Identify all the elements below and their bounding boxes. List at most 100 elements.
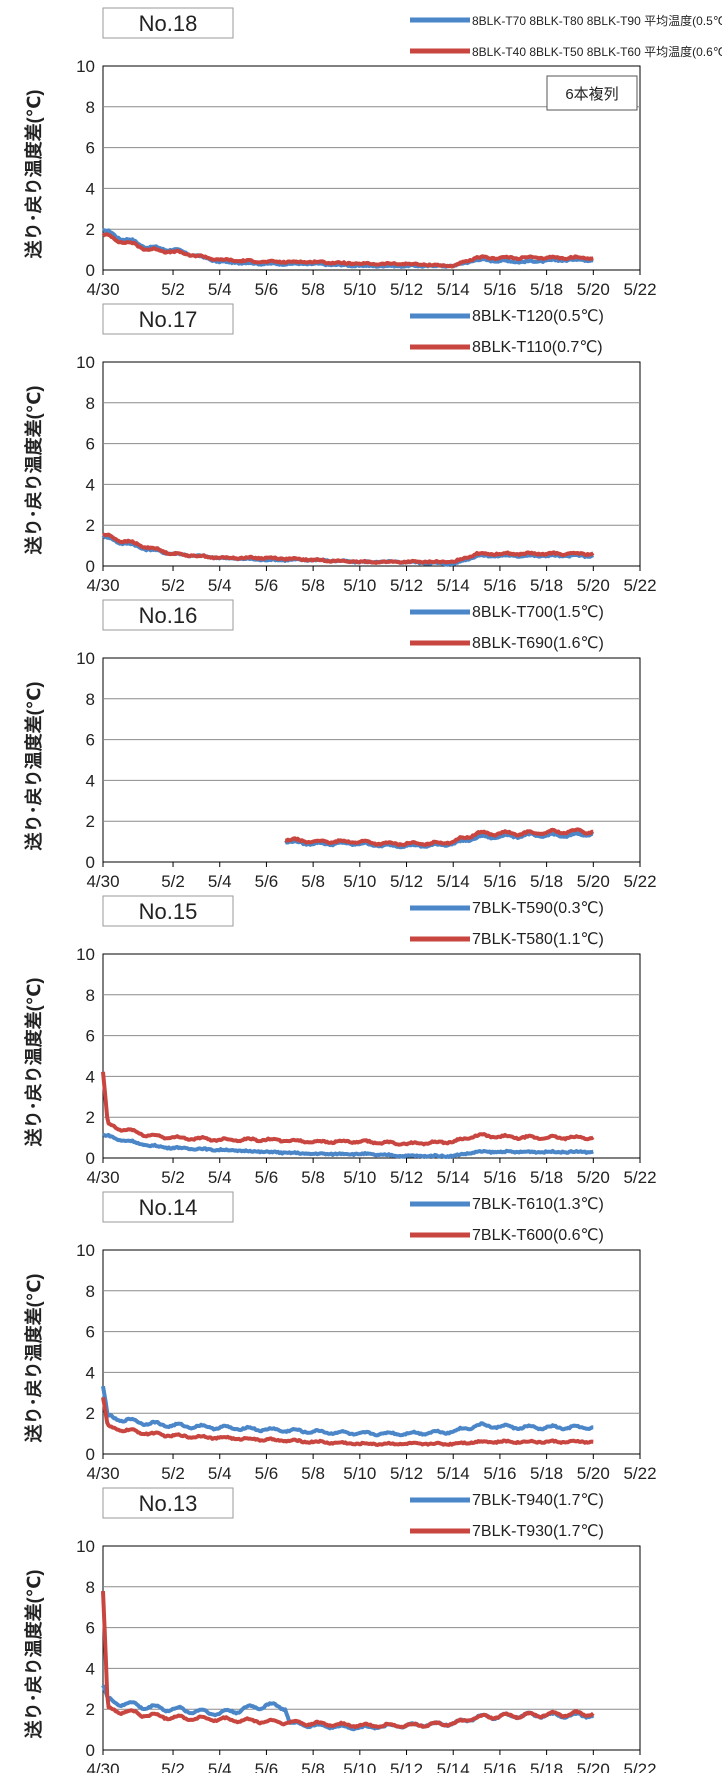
chart-panel-6: No.13 7BLK-T940(1.7℃) 7BLK-T930(1.7℃) 0 2 4 6 8…: [23, 1487, 657, 1773]
x-tick-label: 5/16: [483, 280, 516, 299]
svg-text:8BLK-T40 8BLK-T50 8BLK-T60 平均温: 8BLK-T40 8BLK-T50 8BLK-T60 平均温度(0.6℃): [472, 44, 722, 59]
x-tick-label: 5/12: [390, 1168, 423, 1187]
series-line-2: [101, 1397, 594, 1447]
x-tick-label: 5/22: [623, 576, 656, 595]
y-axis-label: 送り･戻り温度差(℃): [23, 386, 44, 556]
chart-panel-1: No.18 8BLK-T70 8BLK-T80 8BLK-T90 平均温度(0.5…: [23, 7, 722, 299]
x-tick-label: 5/14: [437, 576, 470, 595]
x-tick-label: 5/6: [255, 872, 279, 891]
y-tick-label: 4: [86, 179, 95, 198]
y-tick-label: 6: [86, 731, 95, 750]
plot-area: [102, 953, 641, 1159]
x-tick-label: 5/6: [255, 1168, 279, 1187]
x-tick-label: 5/20: [577, 280, 610, 299]
x-tick-label: 5/10: [343, 872, 376, 891]
y-tick-label: 10: [76, 945, 95, 964]
y-tick-label: 4: [86, 771, 95, 790]
x-tick-label: 5/22: [623, 1760, 656, 1773]
y-tick-label: 0: [86, 1741, 95, 1760]
y-tick-label: 10: [76, 1241, 95, 1260]
svg-text:8BLK-T110(0.7℃): 8BLK-T110(0.7℃): [472, 339, 603, 356]
chart-panel-4: No.15 7BLK-T590(0.3℃) 7BLK-T580(1.1℃) 0 2 4 6 8…: [23, 895, 657, 1187]
y-tick-label: 10: [76, 57, 95, 76]
x-tick-label: 5/2: [161, 1760, 185, 1773]
svg-text:8BLK-T700(1.5℃): 8BLK-T700(1.5℃): [472, 604, 604, 621]
y-axis-label: 送り･戻り温度差(℃): [23, 1274, 44, 1444]
svg-text:8BLK-T70 8BLK-T80 8BLK-T90 平均温: 8BLK-T70 8BLK-T80 8BLK-T90 平均温度(0.5℃): [472, 13, 722, 28]
chart-panel-2: No.17 8BLK-T120(0.5℃) 8BLK-T110(0.7℃) 0 2 4 6 8…: [23, 303, 657, 595]
x-tick-label: 5/16: [483, 576, 516, 595]
x-tick-label: 5/10: [343, 1168, 376, 1187]
y-tick-label: 2: [86, 516, 95, 535]
x-tick-label: 5/12: [390, 1464, 423, 1483]
x-tick-label: 5/22: [623, 1168, 656, 1187]
chart-title: No.14: [102, 1191, 234, 1223]
x-tick-label: 4/30: [86, 1168, 119, 1187]
y-tick-label: 10: [76, 649, 95, 668]
series-line-1: [101, 1385, 594, 1438]
x-tick-label: 5/4: [208, 576, 232, 595]
x-tick-label: 5/20: [577, 576, 610, 595]
x-tick-label: 5/6: [255, 1760, 279, 1773]
x-tick-label: 5/18: [530, 1760, 563, 1773]
x-tick-label: 5/2: [161, 280, 185, 299]
svg-text:6本複列: 6本複列: [565, 86, 618, 103]
x-tick-label: 4/30: [86, 1464, 119, 1483]
series-line-2: [101, 1591, 595, 1730]
x-tick-label: 5/14: [437, 1464, 470, 1483]
chart-panel-3: No.16 8BLK-T700(1.5℃) 8BLK-T690(1.6℃) 0 2 4 6 8…: [23, 599, 657, 891]
svg-text:No.16: No.16: [139, 603, 198, 628]
x-tick-label: 5/10: [343, 280, 376, 299]
x-tick-label: 5/22: [623, 280, 656, 299]
x-tick-label: 5/4: [208, 280, 232, 299]
x-tick-label: 5/14: [437, 1760, 470, 1773]
x-tick-label: 5/8: [301, 872, 325, 891]
x-tick-label: 5/10: [343, 576, 376, 595]
x-tick-label: 5/22: [623, 872, 656, 891]
y-tick-label: 6: [86, 1619, 95, 1638]
x-tick-label: 5/10: [343, 1760, 376, 1773]
y-tick-label: 2: [86, 220, 95, 239]
svg-text:7BLK-T610(1.3℃): 7BLK-T610(1.3℃): [472, 1196, 604, 1213]
x-tick-label: 5/20: [577, 1168, 610, 1187]
x-tick-label: 5/6: [255, 576, 279, 595]
x-tick-label: 5/16: [483, 1464, 516, 1483]
plot-area: [102, 657, 641, 863]
legend-entry-2: 7BLK-T600(0.6℃): [410, 1227, 604, 1244]
x-tick-label: 5/12: [390, 280, 423, 299]
x-tick-label: 5/2: [161, 576, 185, 595]
y-tick-label: 6: [86, 139, 95, 158]
x-tick-label: 5/12: [390, 1760, 423, 1773]
svg-text:No.18: No.18: [139, 11, 198, 36]
y-tick-label: 4: [86, 1067, 95, 1086]
x-tick-label: 5/18: [530, 872, 563, 891]
y-tick-label: 8: [86, 986, 95, 1005]
legend-entry-1: 7BLK-T610(1.3℃): [410, 1196, 604, 1213]
svg-text:No.13: No.13: [139, 1491, 198, 1516]
series-line-2: [284, 827, 594, 848]
x-tick-label: 5/4: [208, 872, 232, 891]
chart-panel-5: No.14 7BLK-T610(1.3℃) 7BLK-T600(0.6℃) 0 2 4 6 8…: [23, 1191, 657, 1483]
y-axis-label: 送り･戻り温度差(℃): [23, 978, 44, 1148]
x-tick-label: 5/8: [301, 576, 325, 595]
x-tick-label: 5/20: [577, 872, 610, 891]
y-tick-label: 4: [86, 1659, 95, 1678]
y-tick-label: 2: [86, 1404, 95, 1423]
y-tick-label: 0: [86, 853, 95, 872]
x-tick-label: 5/2: [161, 1168, 185, 1187]
chart-title: No.15: [102, 895, 234, 927]
y-tick-label: 2: [86, 1108, 95, 1127]
series-line-2: [101, 1071, 595, 1147]
x-tick-label: 4/30: [86, 576, 119, 595]
x-tick-label: 4/30: [86, 1760, 119, 1773]
x-tick-label: 5/18: [530, 576, 563, 595]
x-tick-label: 5/2: [161, 872, 185, 891]
legend-entry-2: 8BLK-T690(1.6℃): [410, 635, 604, 652]
x-tick-label: 5/2: [161, 1464, 185, 1483]
svg-text:8BLK-T120(0.5℃): 8BLK-T120(0.5℃): [472, 308, 604, 325]
chart-annotation: 6本複列: [546, 75, 638, 111]
legend-entry-1: 8BLK-T70 8BLK-T80 8BLK-T90 平均温度(0.5℃): [410, 13, 722, 28]
legend-entry-1: 8BLK-T120(0.5℃): [410, 308, 604, 325]
svg-text:7BLK-T590(0.3℃): 7BLK-T590(0.3℃): [472, 900, 604, 917]
